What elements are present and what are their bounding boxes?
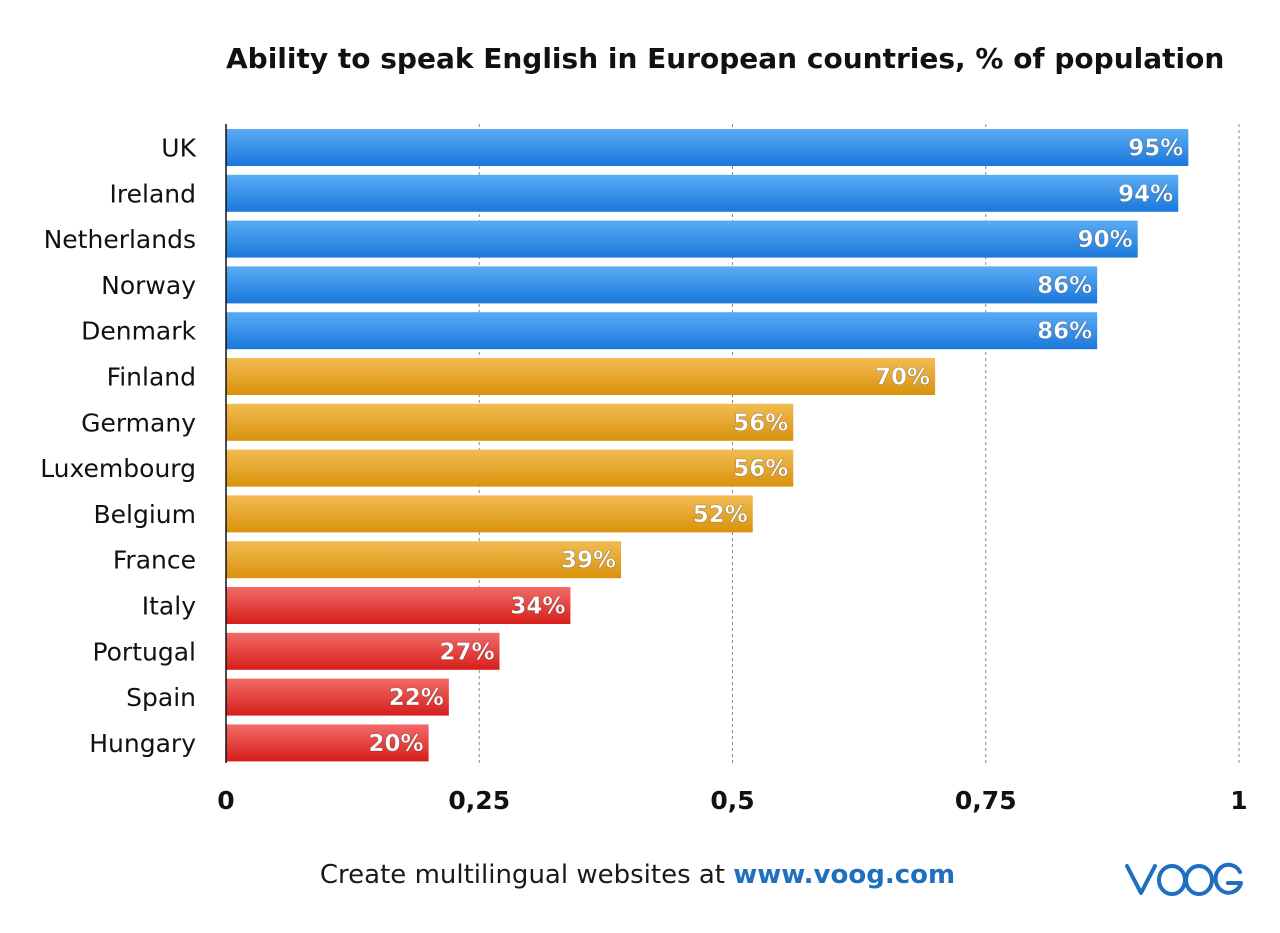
bar-data-label: 39% (561, 548, 616, 574)
bar (226, 403, 794, 441)
category-label: Norway (101, 271, 196, 300)
bar (226, 724, 429, 762)
bar-chart: 95% 94% 90% 86% 86% 70% 56% 56% 52% 39% 34% 27% 22% 2… (40, 124, 1248, 815)
footer-text: Create multilingual websites at (319, 860, 734, 890)
category-label: Denmark (81, 317, 196, 346)
bar (226, 220, 1138, 258)
category-label: UK (161, 134, 196, 163)
x-tick-label: 1 (1230, 786, 1247, 815)
bar (226, 358, 936, 395)
bar-data-label: 34% (510, 594, 565, 620)
bar-data-label: 22% (389, 685, 444, 711)
category-label: Spain (126, 683, 196, 712)
bar-data-label: 20% (369, 731, 424, 757)
footer-link[interactable]: www.voog.com (733, 860, 956, 890)
bar-data-label: 86% (1037, 273, 1092, 299)
voog-logo[interactable] (1124, 862, 1246, 902)
bar (226, 587, 571, 624)
category-labels: UK Ireland Netherlands Norway Denmark Finland… (40, 134, 196, 758)
category-label: Germany (81, 408, 196, 437)
bar-data-label: 95% (1128, 136, 1183, 162)
category-label: Hungary (89, 729, 196, 758)
bar-data-label: 70% (875, 365, 930, 391)
bar-data-label: 56% (733, 456, 788, 482)
bar-data-label: 27% (439, 639, 494, 665)
bars (226, 129, 1189, 762)
bar (226, 174, 1179, 212)
bar (226, 266, 1098, 304)
bar (226, 449, 794, 487)
gridlines (478, 124, 1240, 764)
bar (226, 678, 449, 716)
bar (226, 129, 1189, 166)
voog-logo-icon (1125, 862, 1243, 896)
category-label: France (113, 546, 196, 575)
data-labels: 95% 94% 90% 86% 86% 70% 56% 56% 52% 39% 34% 27% 22% 2… (368, 135, 1183, 757)
bar (226, 632, 500, 670)
bar-data-label: 94% (1118, 181, 1173, 207)
bar (226, 312, 1098, 350)
category-label: Luxembourg (40, 454, 196, 483)
bar (226, 541, 622, 579)
category-label: Portugal (92, 637, 196, 666)
category-label: Italy (142, 592, 196, 621)
bar-data-label: 56% (733, 410, 788, 436)
x-tick-label: 0,5 (710, 786, 754, 815)
category-label: Netherlands (44, 225, 196, 254)
x-tick-labels: 0 0,25 0,5 0,75 1 (217, 786, 1247, 815)
bar (226, 495, 753, 533)
x-tick-label: 0,75 (955, 786, 1017, 815)
bar-data-label: 90% (1078, 227, 1133, 253)
category-label: Belgium (94, 500, 197, 529)
x-tick-label: 0 (217, 786, 234, 815)
x-tick-label: 0,25 (448, 786, 510, 815)
footer: Create multilingual websites at www.voog… (0, 860, 1275, 890)
bar-data-label: 52% (693, 502, 748, 528)
bar-data-label: 86% (1037, 319, 1092, 345)
chart-title: Ability to speak English in European cou… (226, 42, 1225, 75)
category-label: Finland (107, 363, 196, 392)
category-label: Ireland (110, 179, 196, 208)
